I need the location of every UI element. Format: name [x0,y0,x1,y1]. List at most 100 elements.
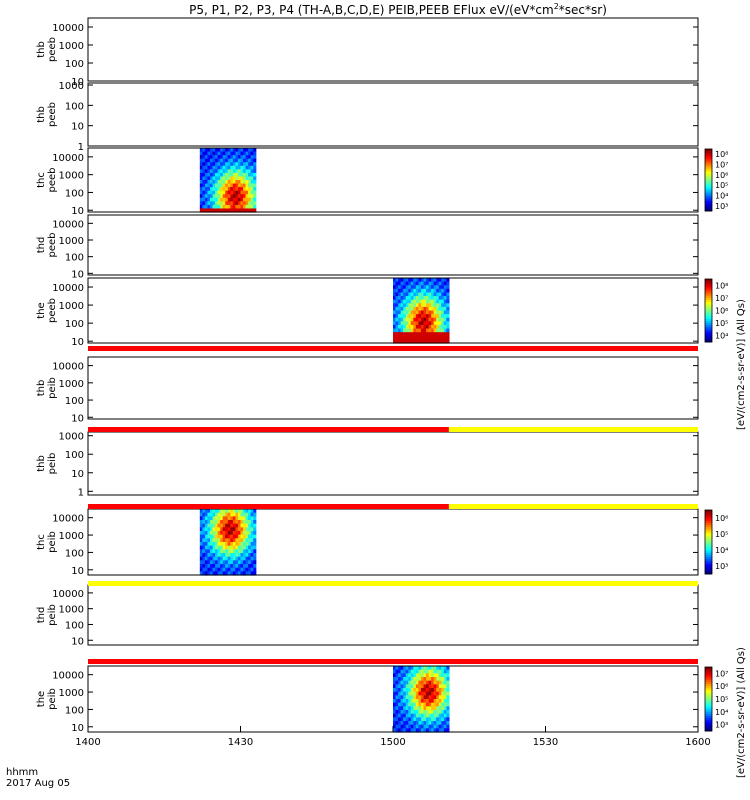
spectrogram-cell [202,190,206,195]
spectrogram-cell [230,564,234,569]
spectrogram-cell [441,688,445,693]
spectrogram-cell [217,148,221,153]
x-tick-label: 1530 [533,737,558,748]
spectrogram-cell [433,710,437,715]
spectrogram-cell [433,684,437,689]
spectrogram-cell [415,706,420,711]
spectrogram-cell [446,684,450,689]
spectrogram-cell [212,165,216,170]
spectrogram-cell [210,176,214,181]
spectrogram-cell [420,321,425,326]
spectrogram-cell [202,534,206,539]
spectrogram-cell [235,512,239,517]
spectrogram-cell [225,148,229,153]
panel-ylabel-line: the [36,302,47,318]
spectrogram-cell [418,728,422,733]
spectrogram-cell [245,564,249,569]
spectrogram-cell [240,176,244,181]
spectrogram-cell [420,728,425,733]
spectrogram-cell [403,684,407,689]
colorbar-segment [705,529,712,532]
spectrogram-cell [204,516,209,521]
spectrogram-cell [207,176,211,181]
spectrogram-cell [199,545,203,550]
spectrogram-cell [243,512,247,517]
spectrogram-cell [220,542,224,547]
spectrogram-cell [433,339,437,344]
spectrogram-cell [199,187,203,192]
spectrogram-cell [443,706,447,711]
spectrogram-cell [426,292,430,297]
spectrogram-cell [232,556,237,561]
spectrogram-cell [210,162,214,167]
spectrogram-cell [235,155,239,160]
spectrogram-cell [232,194,237,199]
spectrogram-cell [410,717,414,722]
colorbar-segment [705,565,712,569]
spectrogram-cell [415,684,420,689]
spectrogram-cell [222,571,226,576]
spectrogram-cell [232,549,237,554]
spectrogram-cell [212,190,216,195]
spectrogram-cell [207,512,211,517]
spectrogram-cell [398,684,402,689]
spectrogram-cell [217,208,221,213]
spectrogram-cell [253,560,257,565]
spectrogram-cell [212,564,216,569]
spectrogram-cell [202,158,206,163]
spectrogram-cell [235,208,239,213]
spectrogram-cell [207,520,211,525]
spectrogram-cell [418,281,422,286]
spectrogram-cell [240,201,244,206]
spectrogram-cell [413,292,417,297]
spectrogram-cell [240,187,244,192]
spectrogram-cell [436,673,440,678]
colorbar-segment [705,281,712,284]
spectrogram-cell [441,278,445,283]
spectrogram-cell [441,669,445,674]
spectrogram-cell [413,691,417,696]
spectrogram-cell [415,324,420,330]
spectrogram-cell [423,717,427,722]
spectrogram-cell [250,208,254,213]
spectrogram-cell [433,706,437,711]
colorbar-tick-label: 10⁵ [715,695,728,704]
colorbar-segment [705,716,712,719]
spectrogram-cell [433,669,437,674]
spectrogram-cell [220,155,224,160]
spectrogram-cell [207,183,211,188]
spectrogram-cell [245,523,249,528]
panel-background [88,18,698,81]
spectrogram-cell [217,560,221,565]
spectrogram-cell [210,190,214,195]
spectrogram-cell [230,516,234,521]
spectrogram-cell [222,545,226,550]
spectrogram-cell [443,669,447,674]
colorbar-segment [705,518,712,522]
panel-ylabel-line: peeb [47,233,58,258]
colorbar-segment [705,692,712,696]
spectrogram-cell [204,165,209,170]
spectrogram-cell [410,702,414,707]
colorbar-segment [705,512,712,515]
spectrogram-cell [418,721,422,726]
spectrogram-cell [443,317,447,322]
spectrogram-cell [248,512,252,517]
spectrogram-cell [199,520,203,525]
spectrogram-cell [393,721,397,726]
spectrogram-cell [403,303,407,308]
spectrogram-cell [235,571,239,576]
spectrogram-cell [225,527,229,532]
spectrogram-cell [426,332,430,337]
spectrogram-cell [413,669,417,674]
spectrogram-cell [232,183,237,188]
spectrogram-cell [207,172,211,178]
y-tick-label: 10 [71,77,84,88]
panel-ylabel-line: peib [47,377,58,399]
spectrogram-cell [202,527,206,532]
colorbar-segment [705,206,712,210]
spectrogram-cell [395,706,399,711]
spectrogram-cell [420,292,425,297]
spectrogram-cell [441,695,445,700]
